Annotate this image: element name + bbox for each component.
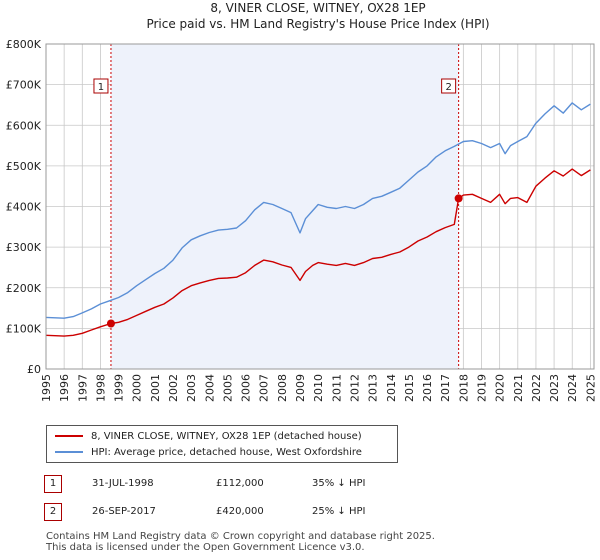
x-tick-label: 1997 xyxy=(76,374,89,402)
x-tick-label: 2004 xyxy=(203,374,216,402)
x-tick-label: 2021 xyxy=(512,374,525,402)
chart-title: 8, VINER CLOSE, WITNEY, OX28 1EP xyxy=(210,1,425,15)
x-tick-label: 2008 xyxy=(276,374,289,402)
hpi-line xyxy=(45,102,591,319)
legend-label-property: 8, VINER CLOSE, WITNEY, OX28 1EP (detach… xyxy=(91,431,362,442)
footer-line-1: Contains HM Land Registry data © Crown c… xyxy=(46,531,435,542)
x-tick-label: 2017 xyxy=(439,374,452,402)
x-tick-label: 1998 xyxy=(94,374,107,402)
sale-number-badge: 2 xyxy=(44,503,62,521)
y-tick-label: £300K xyxy=(6,241,42,254)
x-tick-label: 2005 xyxy=(221,374,234,402)
x-tick-label: 2001 xyxy=(149,374,162,402)
sale-date: 26-SEP-2017 xyxy=(92,506,156,517)
sale-marker-label: 1 xyxy=(98,82,104,93)
chart-legend: 8, VINER CLOSE, WITNEY, OX28 1EP (detach… xyxy=(46,425,398,463)
sale-price: £112,000 xyxy=(216,478,264,489)
sale-hpi-diff: 35% ↓ HPI xyxy=(312,478,366,489)
sale-marker-box xyxy=(441,78,457,94)
ownership-period-shade xyxy=(110,44,459,369)
y-tick-label: £700K xyxy=(6,79,42,92)
legend-label-hpi: HPI: Average price, detached house, West… xyxy=(91,447,362,458)
x-tick-label: 2024 xyxy=(566,374,579,402)
x-tick-label: 2009 xyxy=(294,374,307,402)
y-tick-label: £200K xyxy=(6,282,42,295)
sale-price: £420,000 xyxy=(216,506,264,517)
y-tick-label: £600K xyxy=(6,119,42,132)
legend-item-property: 8, VINER CLOSE, WITNEY, OX28 1EP (detach… xyxy=(55,429,362,445)
legend-item-hpi: HPI: Average price, detached house, West… xyxy=(55,445,362,461)
y-tick-label: £0 xyxy=(27,363,41,376)
sale-row-1: 1 31-JUL-1998 £112,000 35% ↓ HPI xyxy=(44,475,444,493)
x-tick-label: 2022 xyxy=(530,374,543,402)
x-tick-label: 2000 xyxy=(131,374,144,402)
x-tick-label: 2003 xyxy=(185,374,198,402)
chart-subtitle: Price paid vs. HM Land Registry's House … xyxy=(146,17,489,31)
sale-row-2: 2 26-SEP-2017 £420,000 25% ↓ HPI xyxy=(44,503,444,521)
x-tick-label: 2013 xyxy=(367,374,380,402)
y-tick-label: £400K xyxy=(6,201,42,214)
x-tick-label: 2018 xyxy=(457,374,470,402)
y-tick-label: £800K xyxy=(6,38,42,51)
x-tick-label: 2025 xyxy=(584,374,597,402)
x-tick-label: 2014 xyxy=(385,374,398,402)
x-tick-label: 2015 xyxy=(403,374,416,402)
sale-date: 31-JUL-1998 xyxy=(92,478,154,489)
price-chart: 8, VINER CLOSE, WITNEY, OX28 1EP Price p… xyxy=(6,1,598,402)
x-tick-label: 2011 xyxy=(330,374,343,402)
x-tick-label: 2019 xyxy=(475,374,488,402)
footer-attribution: Contains HM Land Registry data © Crown c… xyxy=(46,531,435,553)
x-tick-label: 2012 xyxy=(348,374,361,402)
x-tick-label: 1996 xyxy=(58,374,71,402)
sale-point xyxy=(106,319,115,328)
y-tick-label: £100K xyxy=(6,322,42,335)
legend-line-property xyxy=(55,435,83,437)
sale-hpi-diff: 25% ↓ HPI xyxy=(312,506,366,517)
sale-marker-label: 2 xyxy=(445,82,451,93)
x-tick-label: 2023 xyxy=(548,374,561,402)
x-tick-label: 1999 xyxy=(113,374,126,402)
x-tick-label: 2002 xyxy=(167,374,180,402)
y-tick-label: £500K xyxy=(6,160,42,173)
sale-point xyxy=(454,194,463,203)
x-tick-label: 2010 xyxy=(312,374,325,402)
x-tick-label: 2006 xyxy=(240,374,253,402)
legend-line-hpi xyxy=(55,451,83,453)
plot-frame xyxy=(45,43,595,370)
footer-line-2: This data is licensed under the Open Gov… xyxy=(46,542,365,553)
x-tick-label: 1995 xyxy=(40,374,53,402)
x-tick-label: 2020 xyxy=(494,374,507,402)
sale-number-badge: 1 xyxy=(44,475,62,493)
x-tick-label: 2007 xyxy=(258,374,271,402)
property-price-line xyxy=(45,168,591,337)
x-tick-label: 2016 xyxy=(421,374,434,402)
sale-marker-box xyxy=(93,78,109,94)
